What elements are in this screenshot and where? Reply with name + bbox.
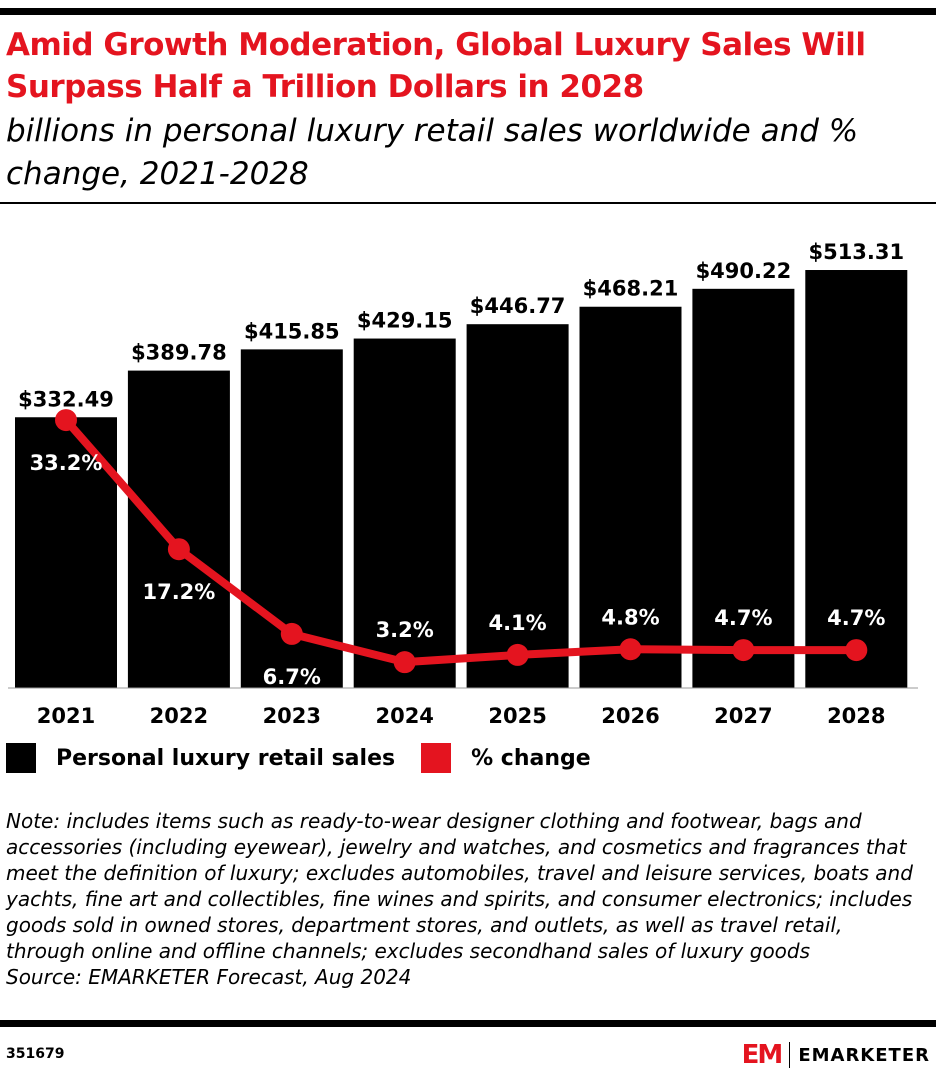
change-point-2021 (55, 409, 77, 432)
legend-label-change: % change (471, 745, 591, 771)
legend: Personal luxury retail sales % change (6, 743, 591, 773)
x-tick-2026: 2026 (601, 704, 659, 728)
bar-label-2027: $490.22 (696, 259, 792, 283)
bar-2027 (692, 288, 795, 688)
top-bar (0, 8, 936, 15)
x-tick-2025: 2025 (488, 704, 546, 728)
change-label-2026: 4.8% (601, 605, 659, 629)
emarketer-logo: EM EMARKETER (742, 1040, 930, 1070)
chart-id: 351679 (6, 1046, 65, 1062)
source-text: Source: EMARKETER Forecast, Aug 2024 (6, 965, 412, 989)
change-label-2024: 3.2% (376, 618, 434, 642)
change-label-2022: 17.2% (142, 580, 215, 604)
logo-mark: EM (741, 1040, 784, 1070)
legend-swatch-sales (6, 743, 36, 773)
change-label-2023: 6.7% (263, 665, 321, 689)
bottom-bar (0, 1020, 936, 1027)
change-point-2027 (732, 639, 755, 662)
change-line (62, 417, 857, 667)
change-point-2024 (393, 651, 416, 674)
bar-2024 (353, 338, 456, 688)
divider (0, 202, 936, 204)
x-tick-2024: 2024 (375, 704, 433, 728)
bar-label-2025: $446.77 (470, 294, 566, 318)
bar-label-2024: $429.15 (357, 309, 453, 333)
footnote: Note: includes items such as ready-to-we… (6, 808, 926, 990)
change-label-2021: 33.2% (30, 451, 103, 475)
bar-label-2021: $332.49 (18, 387, 114, 411)
chart-title: Amid Growth Moderation, Global Luxury Sa… (6, 27, 866, 105)
change-point-2025 (506, 643, 529, 666)
bar-label-2023: $415.85 (244, 319, 340, 343)
change-point-2023 (280, 622, 303, 645)
x-tick-2021: 2021 (37, 704, 95, 728)
logo-separator (789, 1042, 791, 1068)
change-label-2025: 4.1% (488, 611, 546, 635)
bar-2028 (805, 270, 908, 688)
note-text: Note: includes items such as ready-to-we… (6, 809, 913, 963)
change-point-2022 (167, 538, 190, 561)
change-point-2028 (845, 639, 868, 662)
legend-label-sales: Personal luxury retail sales (56, 745, 396, 771)
x-tick-2028: 2028 (827, 704, 885, 728)
bar-label-2022: $389.78 (131, 341, 227, 365)
chart-subtitle: billions in personal luxury retail sales… (6, 113, 859, 192)
legend-swatch-change (421, 743, 452, 773)
x-tick-2027: 2027 (714, 704, 772, 728)
change-point-2026 (619, 638, 642, 661)
bar-label-2026: $468.21 (583, 277, 679, 301)
chart: $332.49 2021 $389.78 2022 $415.85 2023 $429.15… (8, 240, 918, 728)
bar-2025 (466, 324, 569, 688)
bar-label-2028: $513.31 (808, 240, 904, 264)
x-tick-2023: 2023 (263, 704, 321, 728)
x-tick-2022: 2022 (150, 704, 208, 728)
change-label-2027: 4.7% (714, 606, 772, 630)
change-label-2028: 4.7% (827, 606, 885, 630)
bar-2022 (127, 370, 230, 688)
logo-text: EMARKETER (798, 1044, 930, 1066)
bar-2026 (579, 306, 682, 688)
